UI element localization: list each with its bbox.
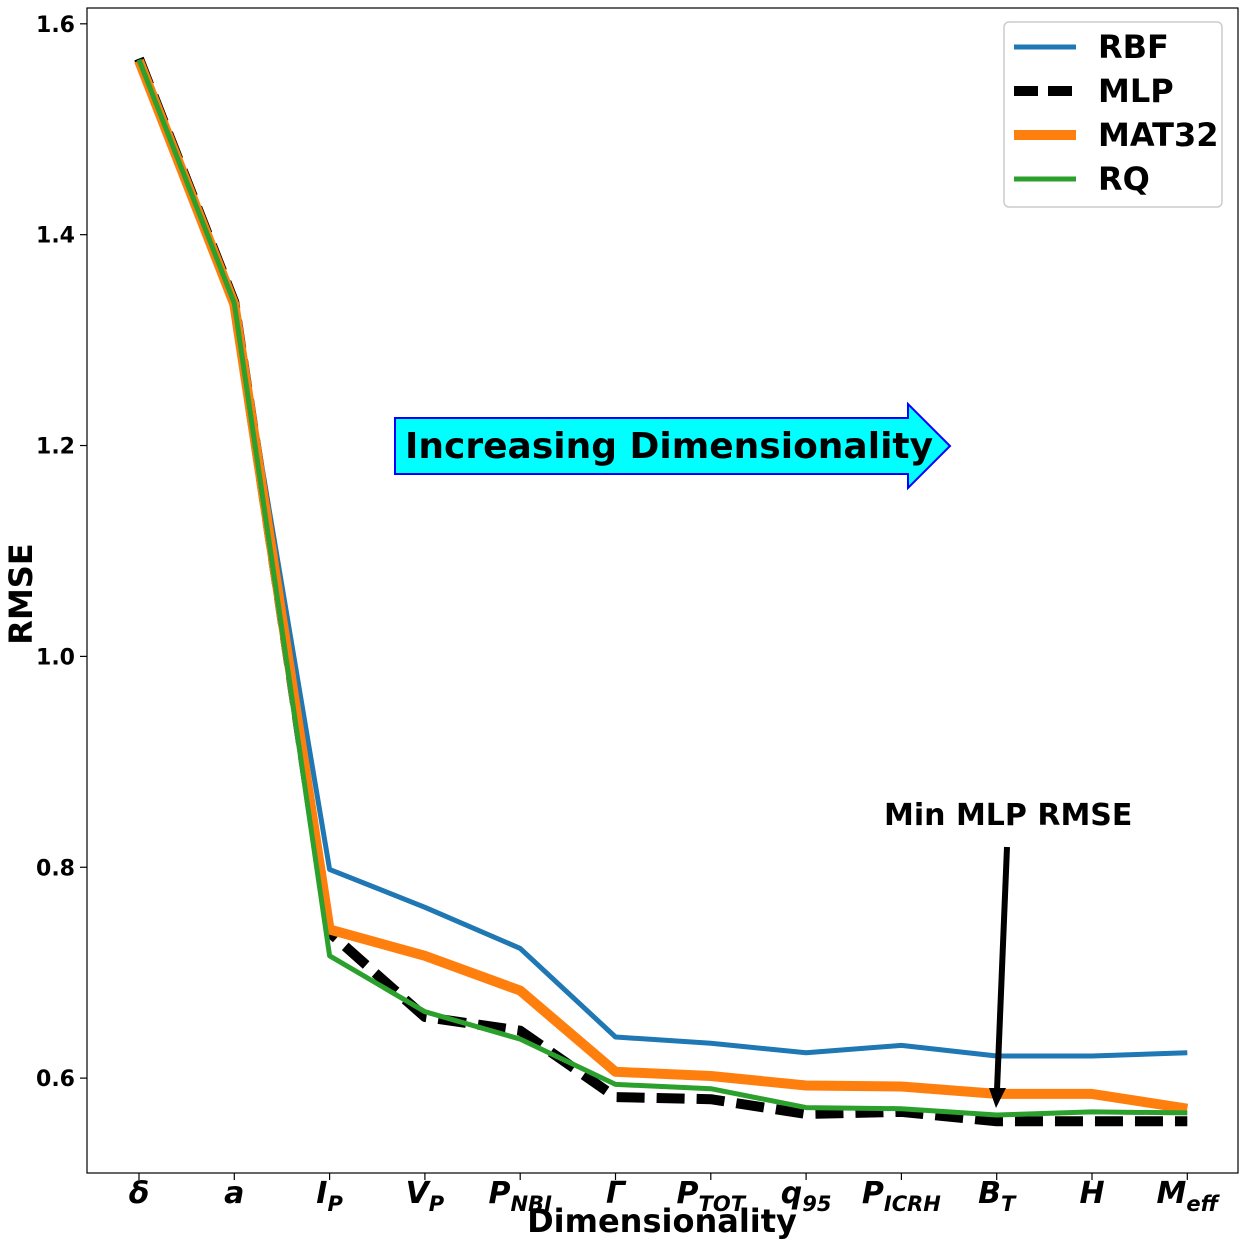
annotation-arrow-line	[994, 846, 1010, 1091]
banner-arrow-shape	[394, 401, 952, 491]
y-axis-ticks: 0.6 0.8 1.0 1.2 1.4 1.6	[36, 13, 87, 1092]
y-tick-label: 1.4	[36, 224, 75, 249]
annotation-text: Min MLP RMSE	[884, 798, 1132, 833]
legend-label-mat32: MAT32	[1098, 116, 1218, 154]
annotation-arrow-head	[989, 1088, 1006, 1108]
series-line-mlp	[134, 56, 1188, 1127]
y-tick-label: 1.6	[36, 13, 75, 38]
x-tick-label: PNBI	[488, 1176, 552, 1216]
x-axis-label: Dimensionality	[527, 1202, 797, 1240]
x-tick-label: Γ	[606, 1176, 627, 1211]
increasing-dimensionality-banner: Increasing Dimensionality	[394, 401, 952, 491]
series-line-rbf	[136, 57, 1188, 1059]
y-tick-label: 0.8	[36, 856, 75, 881]
x-tick-label: VP	[406, 1176, 445, 1216]
x-tick-label: δ	[129, 1176, 150, 1211]
x-axis-ticks: δ a IP VP PNBI Γ PTOT q95 PICRH BT H Meff	[129, 1173, 1221, 1216]
legend-label-mlp: MLP	[1098, 72, 1174, 110]
x-tick-label: H	[1079, 1176, 1104, 1211]
x-tick-label: BT	[978, 1176, 1017, 1216]
legend-label-rq: RQ	[1098, 160, 1150, 198]
x-tick-label: PTOT	[677, 1176, 747, 1216]
series-lines	[134, 56, 1189, 1127]
legend-label-rbf: RBF	[1098, 28, 1169, 66]
x-tick-label: Meff	[1157, 1176, 1221, 1216]
y-tick-label: 0.6	[36, 1067, 75, 1092]
banner-text: Increasing Dimensionality	[405, 426, 933, 467]
series-line-rq	[136, 58, 1188, 1118]
min-mlp-annotation: Min MLP RMSE	[884, 798, 1132, 1108]
legend-box	[1003, 21, 1223, 208]
legend: RBF MLP MAT32 RQ	[1003, 21, 1223, 208]
y-axis-label: RMSE	[2, 543, 40, 644]
x-tick-label: PICRH	[862, 1176, 941, 1216]
y-tick-label: 1.2	[36, 435, 75, 460]
series-line-mat32	[134, 58, 1189, 1114]
x-tick-label: a	[224, 1176, 244, 1211]
x-tick-label: q95	[781, 1176, 832, 1216]
y-tick-label: 1.0	[36, 645, 75, 670]
x-tick-label: IP	[316, 1176, 343, 1216]
